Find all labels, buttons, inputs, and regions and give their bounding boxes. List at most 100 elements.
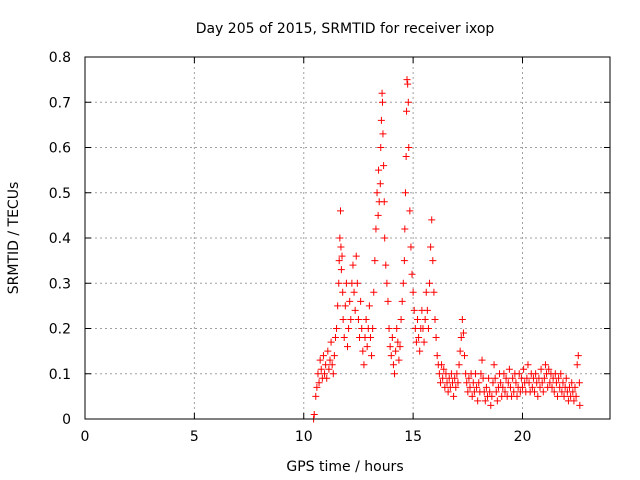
data-point (335, 279, 343, 287)
data-point (338, 252, 346, 260)
data-point (454, 379, 462, 387)
data-point (319, 352, 327, 360)
data-point (358, 325, 366, 332)
y-tick-label: 0.6 (49, 141, 71, 157)
data-point (548, 383, 556, 391)
data-point (377, 116, 385, 124)
data-point (461, 352, 469, 360)
data-point (331, 334, 339, 342)
data-point (313, 383, 321, 391)
data-point (464, 388, 472, 396)
data-point (557, 370, 565, 378)
data-point (389, 361, 397, 369)
data-point (458, 315, 466, 323)
data-point (500, 370, 508, 378)
data-point (360, 361, 368, 369)
data-point (427, 243, 435, 251)
data-point (570, 397, 578, 405)
data-point (534, 392, 542, 400)
data-point (383, 279, 391, 287)
data-point (339, 315, 347, 323)
data-point (327, 338, 335, 346)
data-point (468, 392, 476, 400)
data-point (482, 383, 490, 391)
data-point (340, 334, 348, 342)
data-point (546, 379, 554, 387)
data-point (315, 379, 323, 387)
data-point (510, 388, 518, 396)
data-point (435, 370, 443, 378)
data-point (575, 379, 583, 387)
data-point (452, 383, 460, 391)
data-point (373, 189, 381, 197)
data-point (371, 257, 379, 265)
data-point (436, 379, 444, 387)
data-point (368, 352, 376, 360)
data-point (334, 302, 342, 310)
data-point (357, 297, 365, 305)
data-point (350, 288, 358, 296)
data-point (569, 388, 577, 396)
data-point (554, 392, 561, 400)
data-point (333, 325, 341, 332)
data-point (397, 315, 405, 323)
data-point (473, 383, 481, 391)
data-point (394, 338, 402, 346)
data-point (317, 365, 325, 373)
data-point (453, 370, 461, 378)
data-point (393, 325, 401, 332)
data-point (571, 383, 579, 391)
data-point (552, 379, 560, 387)
data-point (515, 370, 523, 378)
data-point (485, 374, 493, 382)
data-point (328, 361, 336, 369)
data-point (481, 397, 489, 405)
data-point (330, 352, 338, 360)
axis-ticks: 0 5 10 15 20 0 0.1 0.2 0.3 0.4 0.5 0.6 0.7 0.8 (49, 50, 610, 445)
data-point (372, 225, 380, 233)
data-point (431, 315, 439, 323)
data-point (346, 297, 354, 305)
y-tick-label: 0.3 (49, 276, 71, 292)
data-point (541, 361, 549, 369)
data-point (525, 379, 533, 387)
data-point (502, 374, 510, 382)
data-point (399, 279, 407, 287)
data-point (377, 144, 385, 151)
data-point (349, 261, 357, 269)
data-point (402, 153, 410, 161)
data-point (316, 356, 324, 364)
data-point (428, 216, 436, 224)
data-point (314, 370, 322, 378)
y-tick-label: 0 (62, 412, 71, 428)
data-point (524, 361, 532, 369)
data-point (395, 356, 403, 364)
data-point (505, 365, 513, 373)
data-point (415, 334, 423, 342)
data-point (423, 306, 431, 314)
data-point (438, 361, 446, 369)
data-point (362, 315, 370, 323)
x-tick-label: 15 (404, 429, 422, 445)
data-point (408, 270, 416, 278)
data-point (324, 347, 332, 355)
data-point (424, 325, 432, 332)
data-point (351, 306, 359, 314)
x-tick-label: 0 (81, 429, 90, 445)
data-point (463, 379, 471, 387)
data-point (400, 257, 408, 265)
data-point (493, 397, 501, 405)
data-point (422, 288, 430, 296)
data-point (347, 315, 355, 323)
data-point (426, 279, 434, 287)
y-tick-label: 0.8 (49, 50, 71, 66)
data-point (455, 361, 463, 369)
data-point (392, 347, 400, 355)
data-point (403, 107, 411, 115)
data-point (341, 302, 349, 310)
data-point (396, 343, 404, 351)
data-point (457, 334, 465, 342)
data-point (528, 383, 536, 391)
data-point (430, 288, 438, 296)
